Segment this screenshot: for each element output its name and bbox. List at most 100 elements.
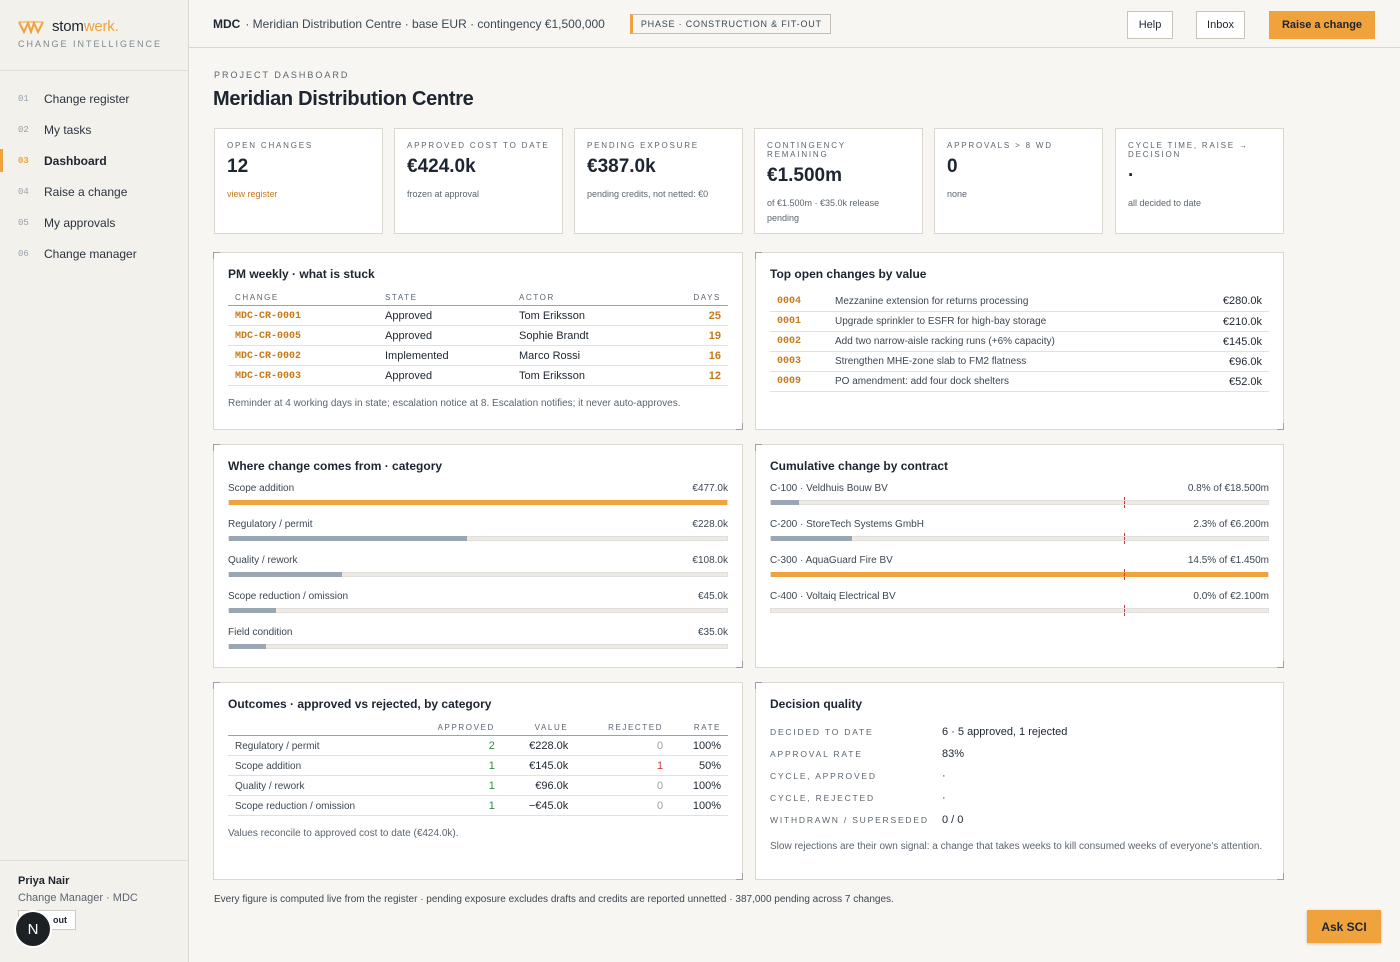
- approved-value: €228.0k: [501, 735, 576, 756]
- inbox-button[interactable]: Inbox: [1196, 11, 1245, 39]
- contract-bar: [771, 536, 853, 541]
- sidebar-item-dashboard[interactable]: 03 Dashboard: [0, 145, 188, 176]
- category-bar-row: Scope reduction / omission €45.0k: [228, 591, 728, 613]
- kpi-subtext: pending credits, not netted: €0: [587, 189, 709, 199]
- kpi-value: €424.0k: [407, 156, 476, 177]
- kpi-card: APPROVED COST TO DATE €424.0k frozen at ap…: [394, 128, 563, 234]
- notifications-badge[interactable]: N: [16, 912, 50, 946]
- top-open-title: Top open changes by value: [770, 267, 927, 281]
- change-ref-link[interactable]: MDC-CR-0003: [228, 365, 378, 386]
- table-row[interactable]: 0003 Strengthen MHE-zone slab to FM2 flat…: [770, 351, 1269, 372]
- approved-count: 2: [404, 735, 502, 756]
- category-value: €228.0k: [692, 519, 728, 530]
- ask-sci-button[interactable]: Ask SCI: [1307, 910, 1381, 943]
- kpi-label: OPEN CHANGES: [227, 141, 314, 150]
- stuck-note: Reminder at 4 working days in state; esc…: [228, 398, 681, 409]
- category-value: €477.0k: [692, 483, 728, 494]
- table-row[interactable]: MDC-CR-0001 Approved Tom Eriksson 25: [228, 305, 728, 326]
- change-ref-link[interactable]: 0002: [770, 331, 828, 352]
- days-cell: 16: [656, 345, 728, 366]
- table-row[interactable]: MDC-CR-0003 Approved Tom Eriksson 12: [228, 365, 728, 386]
- bar-track: [770, 533, 1269, 544]
- contract-bar-row: C-400 · Voltaiq Electrical BV 0.0% of €2.…: [770, 591, 1269, 616]
- bar-track: [770, 569, 1269, 580]
- contract-bar: [771, 500, 800, 505]
- sidebar-item-raise-a-change[interactable]: 04 Raise a change: [0, 176, 188, 207]
- rejected-count: 1: [575, 755, 671, 776]
- contract-bar-row: C-100 · Veldhuis Bouw BV 0.8% of €18.500m: [770, 483, 1269, 508]
- col-days: DAYS: [656, 291, 728, 306]
- change-value: €96.0k: [1187, 351, 1269, 372]
- help-button[interactable]: Help: [1127, 11, 1173, 39]
- change-ref-link[interactable]: 0003: [770, 351, 828, 372]
- days-cell: 25: [656, 305, 728, 326]
- category-bar-row: Scope addition €477.0k: [228, 483, 728, 505]
- contract-label: C-100 · Veldhuis Bouw BV: [770, 483, 888, 494]
- bar-track: [770, 497, 1269, 508]
- approval-rate: 100%: [670, 735, 728, 756]
- approved-count: 1: [404, 755, 502, 776]
- change-ref-link[interactable]: 0004: [770, 291, 828, 312]
- decision-title: Decision quality: [770, 697, 863, 711]
- raise-change-button[interactable]: Raise a change: [1269, 11, 1375, 39]
- outcome-category: Quality / rework: [228, 775, 404, 796]
- change-description: Upgrade sprinkler to ESFR for high-bay s…: [828, 311, 1188, 332]
- outcome-category: Scope addition: [228, 755, 404, 776]
- state-cell: Approved: [378, 325, 512, 346]
- approved-count: 1: [404, 795, 502, 816]
- table-row[interactable]: 0009 PO amendment: add four dock shelters…: [770, 371, 1269, 392]
- top-open-table: 0004 Mezzanine extension for returns proc…: [770, 291, 1269, 392]
- col-state: STATE: [378, 291, 512, 306]
- threshold-marker: [1123, 533, 1125, 544]
- logo-mark-icon: [18, 19, 44, 34]
- change-ref-link[interactable]: MDC-CR-0005: [228, 325, 378, 346]
- outcomes-table: APPROVED VALUE REJECTED RATE Regulatory …: [228, 721, 728, 816]
- rejected-count: 0: [575, 735, 671, 756]
- table-row[interactable]: 0002 Add two narrow-aisle racking runs (+…: [770, 331, 1269, 352]
- table-row[interactable]: MDC-CR-0002 Implemented Marco Rossi 16: [228, 345, 728, 366]
- kpi-card: OPEN CHANGES 12 view register: [214, 128, 383, 234]
- decision-row: CYCLE, APPROVED ·: [770, 765, 1269, 787]
- view-register-link[interactable]: view register: [227, 189, 278, 199]
- category-bar-row: Quality / rework €108.0k: [228, 555, 728, 577]
- table-row[interactable]: 0004 Mezzanine extension for returns proc…: [770, 291, 1269, 312]
- stuck-panel: PM weekly · what is stuck CHANGE STATE A…: [213, 252, 743, 430]
- kpi-subtext: none: [947, 189, 968, 199]
- change-value: €280.0k: [1187, 291, 1269, 312]
- approval-rate: 100%: [670, 795, 728, 816]
- kpi-label: APPROVED COST TO DATE: [407, 141, 550, 150]
- bar-track: [770, 605, 1269, 616]
- outcome-category: Regulatory / permit: [228, 735, 404, 756]
- approved-count: 1: [404, 775, 502, 796]
- approval-rate: 50%: [670, 755, 728, 776]
- table-row[interactable]: 0001 Upgrade sprinkler to ESFR for high-b…: [770, 311, 1269, 332]
- change-ref-link[interactable]: 0009: [770, 371, 828, 392]
- sidebar-item-my-approvals[interactable]: 05 My approvals: [0, 207, 188, 238]
- contract-bar-row: C-300 · AquaGuard Fire BV 14.5% of €1.450…: [770, 555, 1269, 580]
- change-ref-link[interactable]: MDC-CR-0002: [228, 345, 378, 366]
- table-row[interactable]: MDC-CR-0005 Approved Sophie Brandt 19: [228, 325, 728, 346]
- brand-name: stom: [52, 18, 84, 35]
- decision-key: DECIDED TO DATE: [770, 727, 874, 737]
- sidebar-item-change-register[interactable]: 01 Change register: [0, 83, 188, 114]
- rejected-count: 0: [575, 795, 671, 816]
- footer-note: Every figure is computed live from the r…: [214, 894, 894, 905]
- outcomes-note: Values reconcile to approved cost to dat…: [228, 828, 459, 839]
- sidebar: stomwerk. CHANGE INTELLIGENCE 01 Change r…: [0, 0, 189, 962]
- category-bar: [229, 644, 266, 649]
- logo[interactable]: stomwerk. CHANGE INTELLIGENCE: [18, 18, 162, 49]
- stuck-table: CHANGE STATE ACTOR DAYS MDC-CR-0001 Appro…: [228, 291, 728, 386]
- sidebar-item-my-tasks[interactable]: 02 My tasks: [0, 114, 188, 145]
- page-title: Meridian Distribution Centre: [213, 88, 474, 110]
- nav-label: My approvals: [44, 215, 116, 230]
- change-ref-link[interactable]: MDC-CR-0001: [228, 305, 378, 326]
- decision-value: ·: [942, 770, 946, 782]
- sidebar-item-change-manager[interactable]: 06 Change manager: [0, 238, 188, 269]
- kpi-card: APPROVALS > 8 WD 0 none: [934, 128, 1103, 234]
- change-ref-link[interactable]: 0001: [770, 311, 828, 332]
- nav-label: My tasks: [44, 122, 92, 137]
- approval-rate: 100%: [670, 775, 728, 796]
- actor-cell: Tom Eriksson: [512, 365, 657, 386]
- col-category: [228, 721, 404, 736]
- rejected-count: 0: [575, 775, 671, 796]
